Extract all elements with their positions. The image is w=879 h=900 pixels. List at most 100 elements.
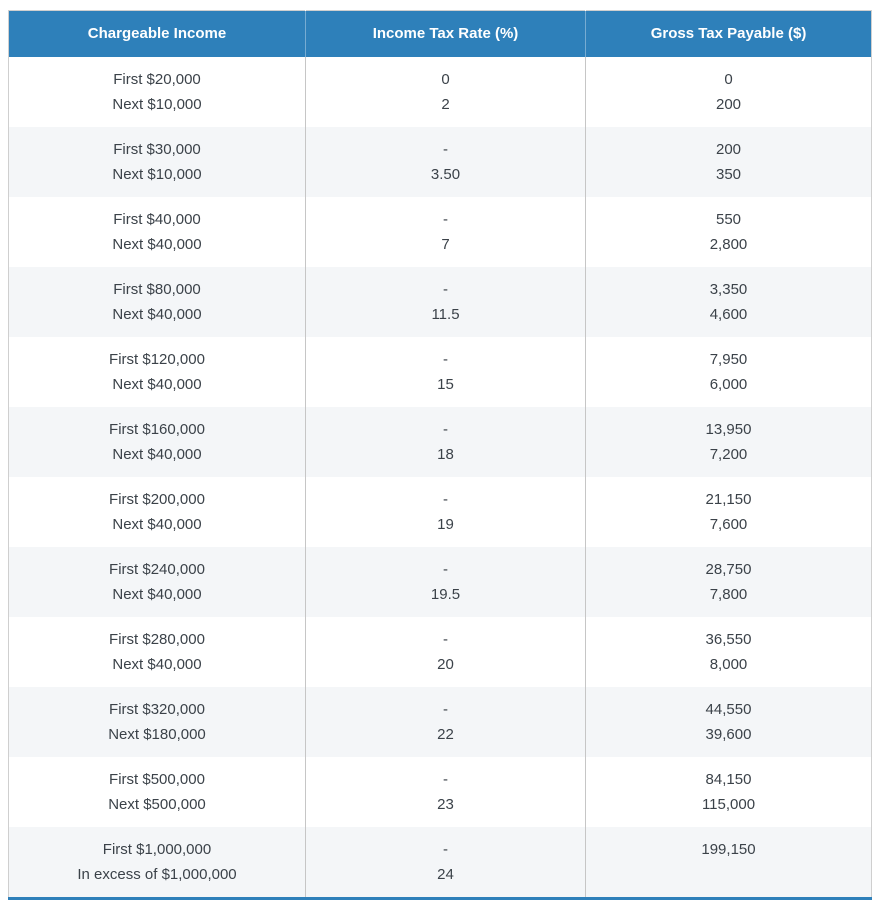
cell-line: 199,150 — [701, 840, 756, 858]
chargeable-income-cell: First $30,000 Next $10,000 — [8, 126, 306, 197]
cell-line: 18 — [437, 445, 454, 463]
gross-tax-payable-cell: 21,150 7,600 — [585, 476, 872, 547]
cell-line: 3.50 — [430, 165, 461, 183]
cell-line: First $40,000 — [113, 210, 201, 228]
cell-line: 39,600 — [705, 725, 752, 743]
cell-line: 15 — [437, 375, 454, 393]
income-tax-rate-cell: -7 — [305, 196, 586, 267]
cell-line: 36,550 — [705, 630, 752, 648]
table-row: First $500,000 Next $500,000 - 23 84,150 115,… — [8, 756, 872, 827]
cell-line — [590, 862, 867, 887]
cell-line: - — [443, 210, 448, 228]
cell-line: 23 — [437, 795, 454, 813]
chargeable-income-cell: First $200,000 Next $40,000 — [8, 476, 306, 547]
table-row: First $20,000 Next $10,000 0 2 0 200 — [8, 56, 872, 127]
cell-line: - — [443, 350, 448, 368]
cell-line: First $160,000 — [109, 420, 205, 438]
income-tax-rate-cell: - 23 — [305, 756, 586, 827]
cell-line: Next $40,000 — [112, 585, 202, 603]
cell-line: - — [443, 420, 448, 438]
cell-line: 350 — [715, 165, 742, 183]
income-tax-rate-cell: - 19 — [305, 476, 586, 547]
cell-line: Next $10,000 — [112, 165, 202, 183]
gross-tax-payable-cell: 3,350 4,600 — [585, 266, 872, 337]
cell-line: 84,150 — [705, 770, 752, 788]
cell-line: 7 — [441, 235, 450, 253]
table-row: First $200,000 Next $40,000 - 19 21,150 7,600 — [8, 476, 872, 547]
chargeable-income-cell: First $1,000,000 In excess of $1,000,000 — [8, 826, 306, 898]
income-tax-rate-cell: - 15 — [305, 336, 586, 407]
cell-line: First $20,000 — [113, 70, 201, 88]
gross-tax-payable-cell: 36,550 8,000 — [585, 616, 872, 687]
cell-line: Next $40,000 — [112, 305, 202, 323]
chargeable-income-cell: First $80,000 Next $40,000 — [8, 266, 306, 337]
cell-line: First $120,000 — [109, 350, 205, 368]
income-tax-rate-cell: - 20 — [305, 616, 586, 687]
cell-line: Next $40,000 — [112, 515, 202, 533]
cell-line: First $80,000 — [113, 280, 201, 298]
income-tax-rate-cell: - 18 — [305, 406, 586, 477]
cell-line: 200 — [715, 140, 742, 158]
cell-line: - — [443, 490, 448, 508]
header-gross-tax-payable: Gross Tax Payable ($) — [585, 10, 872, 57]
cell-line: First $30,000 — [113, 140, 201, 158]
income-tax-rate-cell: - 3.50 — [305, 126, 586, 197]
cell-line: 115,000 — [701, 795, 756, 813]
table-row: First $160,000 Next $40,000 - 18 13,950 7,200 — [8, 406, 872, 477]
gross-tax-payable-cell: 199,150 — [585, 826, 872, 898]
income-tax-rate-cell: - 24 — [305, 826, 586, 898]
cell-line: - — [443, 140, 448, 158]
cell-line: 7,600 — [709, 515, 748, 533]
chargeable-income-cell: First $120,000 Next $40,000 — [8, 336, 306, 407]
cell-line: 6,000 — [709, 375, 748, 393]
cell-line: 8,000 — [709, 655, 748, 673]
cell-line: 4,600 — [709, 305, 748, 323]
cell-line: 200 — [715, 95, 742, 113]
gross-tax-payable-cell: 13,950 7,200 — [585, 406, 872, 477]
cell-line: 3,350 — [709, 280, 748, 298]
cell-line: - — [443, 630, 448, 648]
gross-tax-payable-cell: 200 350 — [585, 126, 872, 197]
cell-line: - — [443, 560, 448, 578]
income-tax-rate-cell: - 11.5 — [305, 266, 586, 337]
cell-line: - — [443, 840, 448, 858]
cell-line: Next $180,000 — [108, 725, 206, 743]
cell-line: 0 — [724, 70, 733, 88]
table-row: First $320,000 Next $180,000 - 22 44,550 39,6… — [8, 686, 872, 757]
chargeable-income-cell: First $20,000 Next $10,000 — [8, 56, 306, 127]
cell-line: 7,950 — [709, 350, 748, 368]
income-tax-table: Chargeable Income Income Tax Rate (%) Gr… — [8, 10, 872, 900]
header-chargeable-income: Chargeable Income — [8, 10, 306, 57]
income-tax-rate-cell: - 22 — [305, 686, 586, 757]
cell-line: 13,950 — [705, 420, 752, 438]
cell-line: First $200,000 — [109, 490, 205, 508]
cell-line: 19 — [437, 515, 454, 533]
table-row: First $120,000 Next $40,000 - 15 7,950 6,000 — [8, 336, 872, 407]
cell-line: First $320,000 — [109, 700, 205, 718]
cell-line: 21,150 — [705, 490, 752, 508]
cell-line: Next $40,000 — [112, 655, 202, 673]
cell-line: First $280,000 — [109, 630, 205, 648]
cell-line: - — [443, 280, 448, 298]
gross-tax-payable-cell: 7,950 6,000 — [585, 336, 872, 407]
chargeable-income-cell: First $320,000 Next $180,000 — [8, 686, 306, 757]
cell-line: 0 — [441, 70, 450, 88]
cell-line: First $240,000 — [109, 560, 205, 578]
cell-line: Next $40,000 — [112, 375, 202, 393]
cell-line: Next $500,000 — [108, 795, 206, 813]
cell-line: 2,800 — [709, 235, 748, 253]
gross-tax-payable-cell: 44,550 39,600 — [585, 686, 872, 757]
cell-line: First $500,000 — [109, 770, 205, 788]
table-header: Chargeable Income Income Tax Rate (%) Gr… — [8, 10, 872, 57]
cell-line: 28,750 — [705, 560, 752, 578]
cell-line: 24 — [437, 865, 454, 883]
table-body: First $20,000 Next $10,000 0 2 0 200 First $30… — [8, 56, 872, 898]
cell-line: - — [443, 770, 448, 788]
cell-line: 19.5 — [430, 585, 461, 603]
chargeable-income-cell: First $500,000 Next $500,000 — [8, 756, 306, 827]
table-row: First $30,000 Next $10,000-3.50 200 350 — [8, 126, 872, 197]
table-row: First $80,000 Next $40,000 - 11.5 3,350 4,600 — [8, 266, 872, 337]
cell-line: 20 — [437, 655, 454, 673]
